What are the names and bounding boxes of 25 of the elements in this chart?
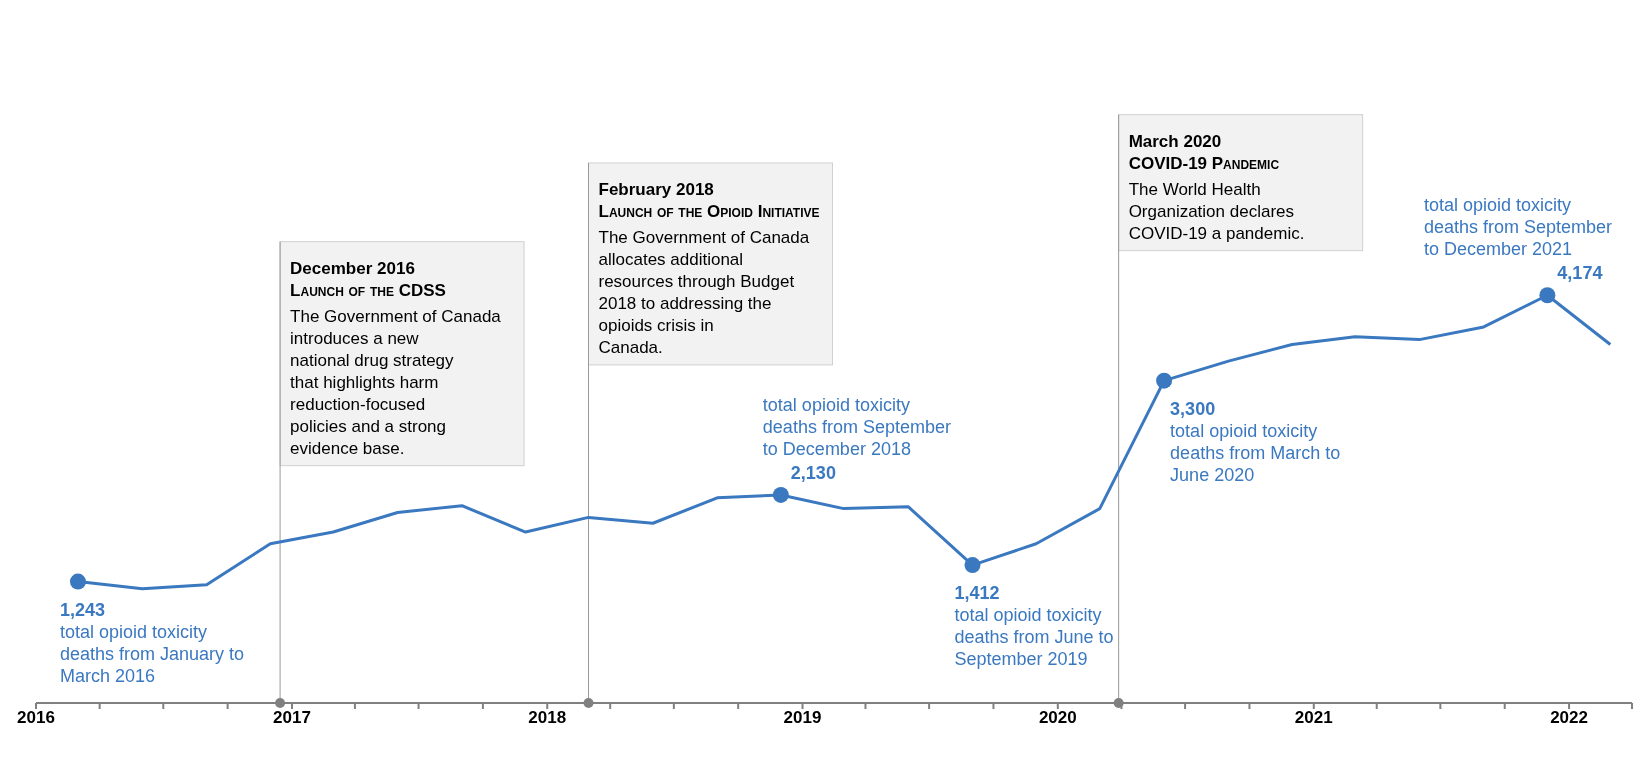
x-tick-label: 2019 [783,708,822,728]
annotation: total opioid toxicity deaths from September to December 2018 [762,394,951,459]
x-tick-label: 2020 [1038,708,1077,728]
x-tick-label: 2017 [273,708,311,728]
point [1539,287,1556,304]
point [69,573,86,590]
x-tick-label: 2022 [1550,708,1588,728]
ref-line-label: February 2018 Launch of the Opioid Initiative The Government of Canada allocates additional resources through Budget 2018 to addressing the opioids crisis in Canada. [598,179,820,357]
data-label: 4,174 [1557,263,1603,284]
point [1156,372,1173,389]
data-label: 3,300 [1170,398,1216,419]
annotation: total opioid toxicity deaths from March to June 2020 [1170,420,1341,485]
x-tick-label: 2016 [17,708,55,728]
annotation: total opioid toxicity deaths from January to March 2016 [59,621,245,686]
text: December 2016 Launch of the CDSS The Government of Canada introduces a new national drug strategy that highlights harm reduction-focused policies and a strong evidence base. [290,258,501,458]
x-tick-label: 2018 [528,708,567,728]
annotation: total opioid toxicity deaths from September to December 2021 [1424,195,1613,260]
annotation: total opioid toxicity deaths from June to September 2019 [954,605,1114,670]
ref-line-label: March 2020 COVID-19 Pandemic The World Health Organization declares COVID-19 a pandemic. [1128,131,1305,243]
point [964,557,981,574]
data-label: 2,130 [790,462,836,483]
data-label: 1,243 [59,599,106,620]
data-label: 1,412 [954,583,1000,604]
point [772,486,789,503]
x-tick-label: 2021 [1294,708,1333,728]
